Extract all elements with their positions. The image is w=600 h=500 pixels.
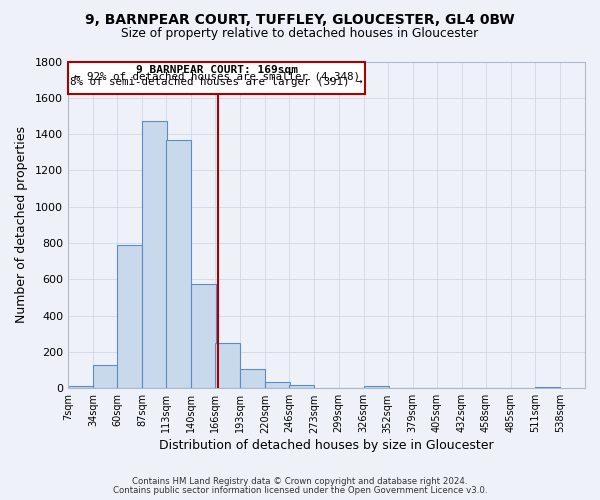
Bar <box>93 364 118 388</box>
Bar <box>364 386 389 388</box>
Bar <box>142 122 167 388</box>
Text: 9 BARNPEAR COURT: 169sqm: 9 BARNPEAR COURT: 169sqm <box>136 65 298 75</box>
Bar <box>117 245 142 388</box>
Bar <box>240 370 265 388</box>
Bar <box>68 386 93 388</box>
Text: 8% of semi-detached houses are larger (391) →: 8% of semi-detached houses are larger (3… <box>70 78 363 88</box>
Bar <box>166 140 191 388</box>
Bar <box>191 284 216 389</box>
Text: Size of property relative to detached houses in Gloucester: Size of property relative to detached ho… <box>121 28 479 40</box>
Text: Contains HM Land Registry data © Crown copyright and database right 2024.: Contains HM Land Registry data © Crown c… <box>132 477 468 486</box>
Y-axis label: Number of detached properties: Number of detached properties <box>15 126 28 324</box>
X-axis label: Distribution of detached houses by size in Gloucester: Distribution of detached houses by size … <box>159 440 494 452</box>
FancyBboxPatch shape <box>68 62 365 94</box>
Bar <box>289 384 314 388</box>
Bar <box>535 386 560 388</box>
Text: Contains public sector information licensed under the Open Government Licence v3: Contains public sector information licen… <box>113 486 487 495</box>
Text: ← 92% of detached houses are smaller (4,348): ← 92% of detached houses are smaller (4,… <box>74 72 359 82</box>
Text: 9, BARNPEAR COURT, TUFFLEY, GLOUCESTER, GL4 0BW: 9, BARNPEAR COURT, TUFFLEY, GLOUCESTER, … <box>85 12 515 26</box>
Bar <box>215 343 240 388</box>
Bar <box>265 382 290 388</box>
